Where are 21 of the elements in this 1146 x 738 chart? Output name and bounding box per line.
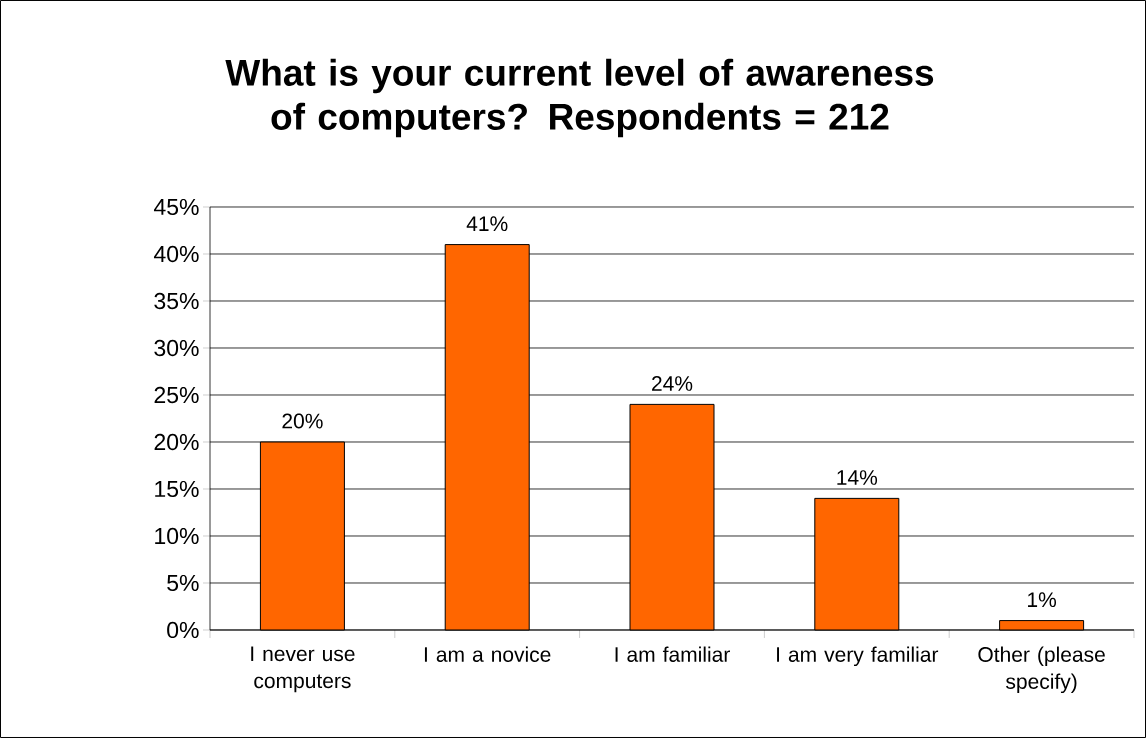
chart-title: What is your current level of awareness of computers? Respondents = 212 [225,58,934,138]
y-tick-label: 10% [155,527,199,545]
x-tick-label: I never use computers [251,646,355,693]
y-tick-label: 15% [155,480,199,498]
y-tick-label: 25% [154,386,199,404]
y-tick-label: 0% [167,621,199,639]
data-label: 14% [837,470,878,485]
data-label: 20% [282,413,323,429]
x-tick-label: I am very familiar [777,646,939,667]
x-tick-label: I am a novice [424,646,551,662]
data-label: 24% [652,376,693,391]
y-tick-label: 40% [153,245,199,263]
y-tick-label: 5% [167,574,199,592]
data-label: 1% [1028,592,1057,608]
data-label: 41% [466,216,508,232]
y-tick-label: 20% [154,433,199,451]
x-tick-label: I am familiar [615,646,730,662]
y-tick-label: 45% [153,198,199,216]
y-tick-label: 35% [154,292,199,310]
y-tick-label: 30% [154,339,199,357]
x-tick-label: Other (please specify) [978,646,1105,694]
